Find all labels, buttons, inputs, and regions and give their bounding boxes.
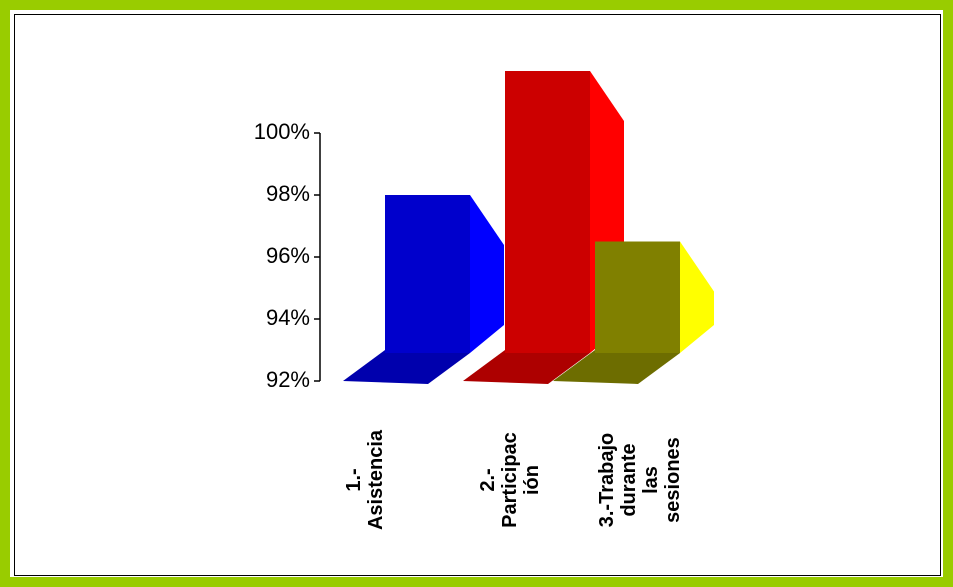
y-tick-label: 96% [266, 243, 310, 268]
bar-side [470, 195, 504, 353]
x-tick-label: 3.-Trabajo durante las sesiones [596, 432, 684, 528]
bar [505, 71, 590, 353]
y-tick-label: 100% [254, 119, 310, 144]
bar-floor [553, 350, 680, 384]
x-tick-label: 2.- Participac ión [477, 432, 543, 528]
y-tick-label: 92% [266, 367, 310, 392]
chart-panel [14, 14, 941, 576]
y-tick-label: 98% [266, 181, 310, 206]
bar-side [680, 241, 714, 353]
bar [385, 195, 470, 353]
y-tick-label: 94% [266, 305, 310, 330]
bar-floor [463, 350, 590, 384]
bar-floor [343, 350, 470, 384]
x-tick-label: 1.- Asistencia [343, 429, 387, 531]
bar [595, 241, 680, 353]
